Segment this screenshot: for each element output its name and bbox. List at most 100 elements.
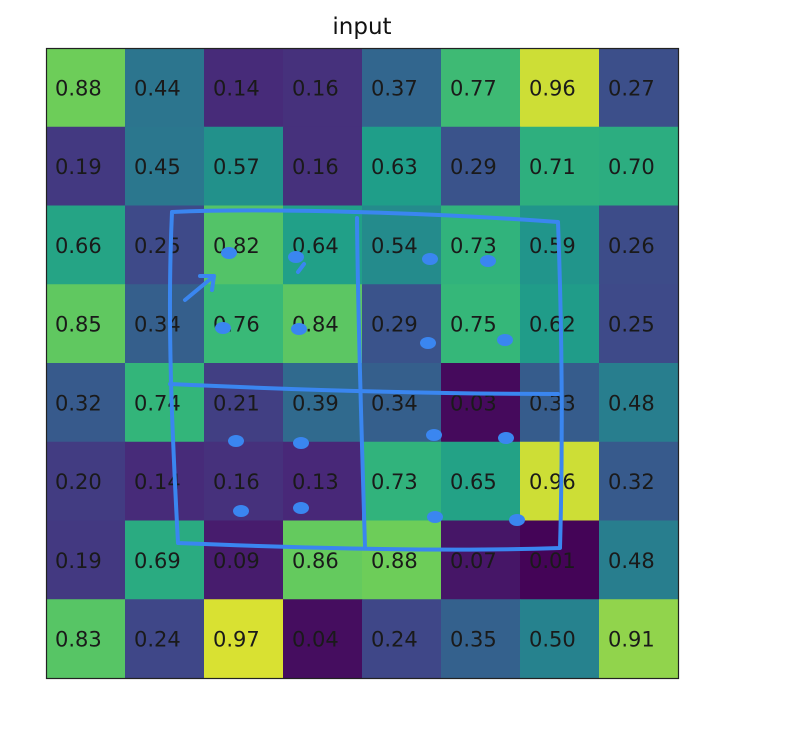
cell-value-label: 0.45	[134, 155, 181, 179]
cell-value-label: 0.75	[450, 313, 497, 337]
cell-value-label: 0.73	[371, 470, 418, 494]
heatmap-cell	[125, 363, 205, 443]
cell-value-label: 0.29	[450, 155, 497, 179]
heatmap-cell	[125, 599, 205, 679]
cell-value-label: 0.48	[608, 549, 655, 573]
heatmap-cell	[204, 205, 284, 285]
pen-cursor-scribble	[296, 262, 306, 274]
heatmap-cell	[46, 284, 126, 364]
heatmap-cell	[362, 48, 442, 128]
cell-value-label: 0.19	[55, 155, 102, 179]
cell-value-label: 0.57	[213, 155, 260, 179]
heatmap-cell	[46, 520, 126, 600]
heatmap-cell	[362, 520, 442, 600]
cell-value-label: 0.37	[371, 76, 418, 100]
cell-value-label: 0.25	[134, 234, 181, 258]
heatmap-cell	[46, 48, 126, 128]
pen-dot	[427, 511, 443, 523]
cell-value-label: 0.71	[529, 155, 576, 179]
pen-annotations	[167, 208, 564, 552]
pen-dot	[498, 432, 514, 444]
heatmap-cells: 0.88 0.44 0.14 0.16 0.37 0.77 0.96 0.27 0.19 0.45…	[46, 48, 679, 679]
cell-value-label: 0.70	[608, 155, 655, 179]
heatmap-cell	[599, 126, 679, 206]
heatmap-cell	[46, 205, 126, 285]
cell-value-label: 0.25	[608, 313, 655, 337]
cell-value-label: 0.13	[292, 470, 339, 494]
pen-dot	[228, 435, 244, 447]
cell-value-label: 0.21	[213, 391, 260, 415]
pool-window-outline	[167, 208, 564, 552]
cell-value-label: 0.48	[608, 391, 655, 415]
cell-value-label: 0.59	[529, 234, 576, 258]
cell-value-label: 0.35	[450, 628, 497, 652]
pen-dot	[288, 251, 304, 263]
cell-value-label: 0.97	[213, 628, 260, 652]
pen-dot	[221, 247, 237, 259]
heatmap-cell	[599, 284, 679, 364]
cell-value-label: 0.91	[608, 628, 655, 652]
heatmap-cell	[283, 48, 363, 128]
heatmap-cell	[204, 126, 284, 206]
cell-value-label: 0.32	[608, 470, 655, 494]
cell-value-label: 0.07	[450, 549, 497, 573]
cell-value-label: 0.62	[529, 313, 576, 337]
cell-value-label: 0.88	[55, 76, 102, 100]
cell-value-label: 0.19	[55, 549, 102, 573]
cell-value-label: 0.63	[371, 155, 418, 179]
heatmap-cell	[125, 441, 205, 521]
cell-value-label: 0.50	[529, 628, 576, 652]
cell-value-label: 0.54	[371, 234, 418, 258]
heatmap-cell	[441, 599, 521, 679]
plot-frame	[45, 47, 680, 680]
heatmap-cell	[599, 441, 679, 521]
heatmap-cell	[362, 205, 442, 285]
cell-value-label: 0.69	[134, 549, 181, 573]
heatmap-cell	[46, 599, 126, 679]
heatmap-cell	[283, 599, 363, 679]
heatmap-cell	[46, 363, 126, 443]
heatmap-cell	[362, 363, 442, 443]
pool-window-divider-vertical	[355, 216, 367, 550]
cell-value-label: 0.16	[292, 76, 339, 100]
pen-dot	[420, 337, 436, 349]
cell-value-label: 0.27	[608, 76, 655, 100]
cell-value-label: 0.16	[213, 470, 260, 494]
cell-value-label: 0.39	[292, 391, 339, 415]
heatmap-cell	[520, 48, 600, 128]
heatmap-cell	[125, 126, 205, 206]
heatmap-cell	[599, 48, 679, 128]
cell-value-label: 0.34	[134, 313, 181, 337]
cell-value-label: 0.83	[55, 628, 102, 652]
cell-value-label: 0.88	[371, 549, 418, 573]
heatmap-cell	[441, 284, 521, 364]
cell-value-label: 0.77	[450, 76, 497, 100]
heatmap-cell	[204, 599, 284, 679]
cell-value-label: 0.34	[371, 391, 418, 415]
heatmap-cell	[441, 48, 521, 128]
heatmap-cell	[362, 126, 442, 206]
heatmap-cell	[520, 599, 600, 679]
heatmap-cell	[441, 126, 521, 206]
pen-dot	[422, 253, 438, 265]
cell-value-label: 0.65	[450, 470, 497, 494]
heatmap-cell	[520, 126, 600, 206]
pen-dot	[426, 429, 442, 441]
heatmap-cell	[362, 599, 442, 679]
cell-value-label: 0.86	[292, 549, 339, 573]
cell-value-label: 0.09	[213, 549, 260, 573]
heatmap-cell	[283, 363, 363, 443]
cell-value-label: 0.44	[134, 76, 181, 100]
heatmap-cell	[362, 284, 442, 364]
heatmap-cell	[362, 441, 442, 521]
heatmap-cell	[599, 599, 679, 679]
heatmap-cell	[125, 520, 205, 600]
cell-value-label: 0.16	[292, 155, 339, 179]
cell-value-label: 0.73	[450, 234, 497, 258]
heatmap-cell	[204, 520, 284, 600]
cell-value-label: 0.04	[292, 628, 339, 652]
heatmap-cell	[599, 520, 679, 600]
heatmap-cell	[599, 205, 679, 285]
heatmap-cell	[441, 363, 521, 443]
cell-value-label: 0.14	[213, 76, 260, 100]
